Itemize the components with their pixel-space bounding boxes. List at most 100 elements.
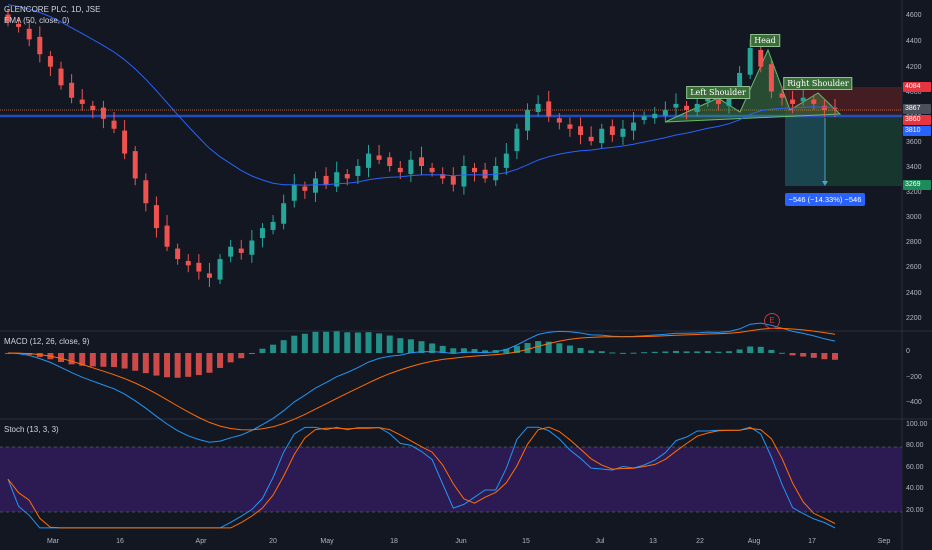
measure-label[interactable]: −546 (−14.33%) −546 (785, 193, 865, 206)
candle-body (323, 175, 329, 185)
candle-body (461, 166, 467, 187)
candle-body (429, 167, 435, 173)
macd-bar (683, 351, 690, 353)
macd-tick: −400 (906, 399, 922, 406)
macd-bar (577, 347, 584, 353)
candle-body (100, 107, 106, 119)
time-tick: 20 (269, 538, 277, 545)
stoch-tick: 80.00 (906, 442, 924, 449)
macd-bar (832, 353, 838, 360)
candle-body (578, 126, 584, 135)
candle-body (821, 105, 827, 111)
candle-body (164, 225, 170, 247)
candle-body (800, 97, 806, 102)
macd-bar (111, 353, 118, 368)
candle-body (259, 228, 265, 239)
take-profit-zone-highlight (785, 117, 825, 186)
macd-bar (164, 353, 171, 378)
time-tick: Aug (747, 538, 761, 545)
candle-body (779, 93, 785, 98)
stoch-title[interactable]: Stoch (13, 3, 3) (4, 425, 59, 434)
macd-bar (89, 353, 96, 367)
candle-body (344, 174, 350, 179)
candle-body (26, 28, 32, 40)
macd-bar (418, 341, 425, 353)
price-tick: 2600 (906, 264, 922, 271)
price-tick: 4600 (906, 12, 922, 19)
stoch-tick: 20.00 (906, 507, 924, 514)
candle-body (493, 166, 499, 181)
candle-body (387, 157, 393, 166)
candle-body (567, 124, 573, 129)
macd-bar (588, 350, 595, 353)
price-tick: 4000 (906, 89, 922, 96)
macd-histogram (5, 331, 838, 378)
candle-body (69, 82, 75, 98)
macd-bar (810, 353, 817, 358)
symbol-title[interactable]: GLENCORE PLC, 1D, JSE (4, 5, 101, 14)
time-tick: 18 (390, 538, 398, 545)
candle-body (228, 246, 234, 257)
ema-legend[interactable]: EMA (50, close, 0) (4, 16, 70, 25)
candle-body (281, 203, 287, 224)
candle-body (588, 136, 594, 142)
macd-bar (280, 340, 287, 353)
candle-body (525, 110, 531, 131)
candle-body (694, 103, 700, 112)
macd-line (7, 322, 836, 443)
macd-bar (248, 353, 255, 354)
macd-bar (598, 351, 605, 353)
time-tick: 15 (522, 538, 530, 545)
entry-zone-left[interactable] (785, 111, 902, 117)
head-and-shoulders-pattern[interactable] (664, 48, 842, 123)
candle-body (419, 157, 424, 166)
candle-body (556, 118, 562, 123)
candle-body (79, 99, 85, 104)
left-shoulder-label[interactable]: Left Shoulder (686, 86, 750, 99)
price-tick: 4400 (906, 38, 922, 45)
candle-body (450, 175, 456, 185)
macd-bar (291, 335, 298, 353)
candle-body (153, 205, 159, 229)
prev-close-price-box: 3867 (903, 104, 931, 114)
time-tick: 13 (649, 538, 657, 545)
macd-bar (301, 333, 308, 353)
target-price-box: 3269 (903, 180, 931, 190)
price-tick: 3400 (906, 164, 922, 171)
candle-body (652, 113, 658, 119)
earnings-marker-icon[interactable]: E (764, 313, 780, 329)
time-tick: 16 (116, 538, 124, 545)
candle-body (5, 14, 11, 22)
macd-bar (524, 343, 531, 353)
macd-bar (725, 351, 732, 353)
time-tick: Jun (455, 538, 467, 545)
candle-body (291, 184, 297, 201)
candle-body (472, 167, 478, 173)
price-tick: 2200 (906, 315, 922, 322)
head-label[interactable]: Head (750, 34, 780, 47)
candle-body (47, 56, 53, 67)
macd-bar (407, 339, 414, 353)
macd-tick: 0 (906, 348, 910, 355)
candle-body (482, 169, 488, 179)
macd-bar (386, 335, 393, 353)
macd-bar (513, 346, 520, 353)
macd-bar (651, 351, 658, 353)
macd-bar (778, 352, 785, 354)
candle-body (58, 68, 64, 86)
right-shoulder-label[interactable]: Right Shoulder (783, 77, 853, 90)
macd-bar (736, 349, 743, 353)
macd-title[interactable]: MACD (12, 26, close, 9) (4, 337, 90, 346)
candle-body (196, 262, 202, 272)
macd-bar (238, 353, 245, 359)
macd-signal-line (7, 327, 836, 431)
macd-bar (672, 350, 679, 353)
macd-bar (662, 351, 669, 353)
candle-body (376, 155, 382, 160)
stop-price-box: 4084 (903, 82, 931, 92)
candle-body (122, 130, 128, 154)
macd-bar (100, 353, 107, 367)
candle-body (217, 259, 223, 280)
macd-bar (821, 353, 828, 360)
